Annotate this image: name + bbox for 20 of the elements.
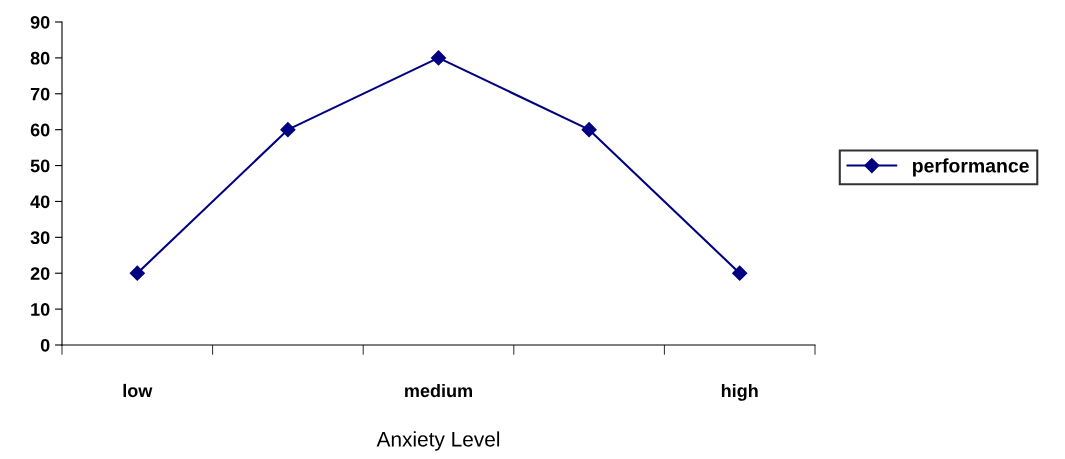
y-tick-label: 20	[30, 267, 50, 280]
y-tick-label: 90	[30, 15, 50, 29]
x-tick-label: low	[123, 383, 153, 398]
point	[581, 122, 597, 138]
y-tick-label: 10	[31, 303, 50, 316]
y-tick-label: 60	[30, 123, 50, 137]
legend-label: performance	[913, 158, 1029, 177]
point	[430, 50, 447, 66]
y-tick-label: 40	[30, 195, 50, 209]
point	[280, 122, 296, 138]
point	[129, 265, 145, 281]
y-tick-label: 0	[40, 338, 50, 352]
x-tick-label: medium	[405, 383, 472, 398]
y-tick-label: 50	[30, 159, 50, 173]
y-tick-label: 30	[30, 231, 50, 245]
point	[732, 265, 748, 281]
y-tick-label: 80	[30, 51, 50, 65]
x-axis-title: Anxiety Level	[376, 431, 500, 451]
y-tick-label: 70	[30, 87, 50, 101]
x-tick-label: high	[721, 383, 758, 401]
